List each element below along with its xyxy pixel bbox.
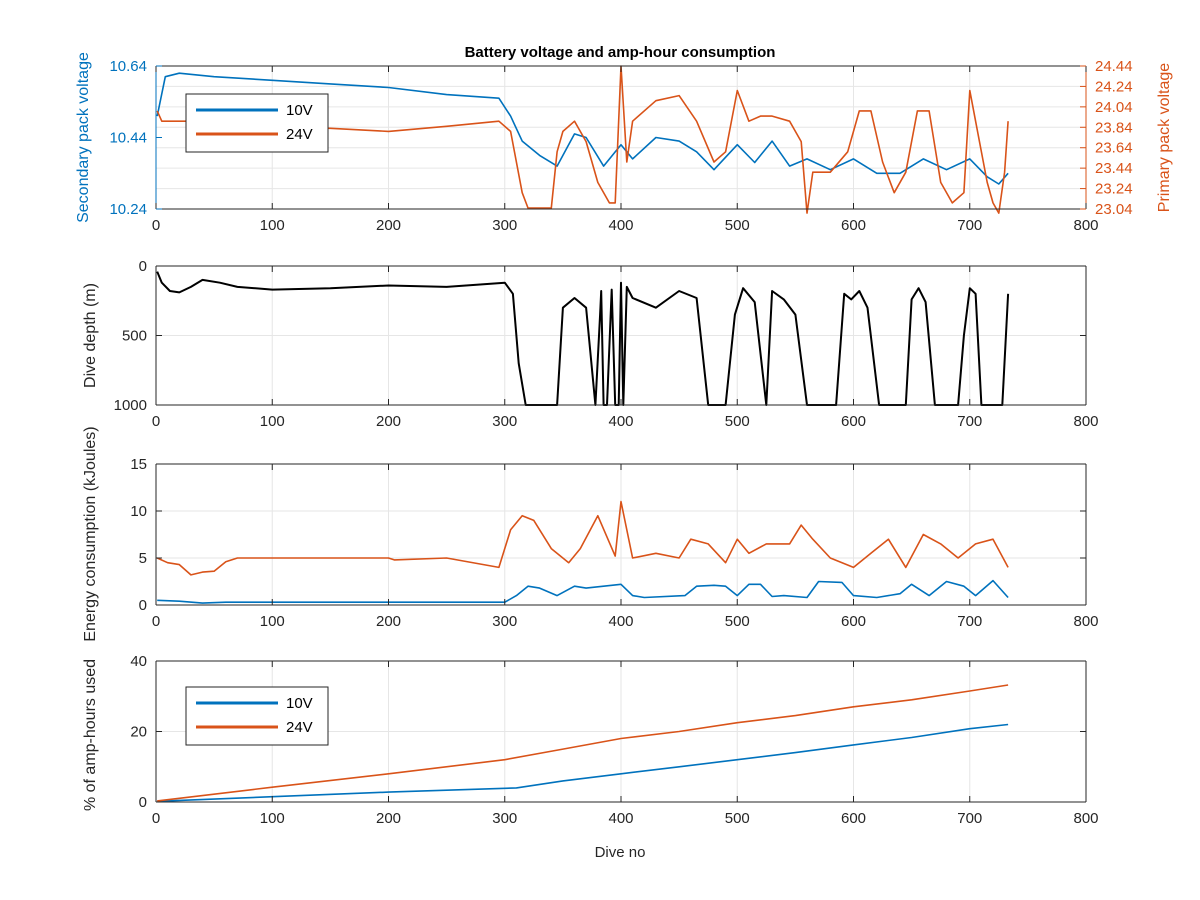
legend-label: 24V — [286, 719, 313, 736]
series-line-24V — [157, 684, 1009, 802]
series-line-series-1 — [156, 500, 1009, 576]
panel-3: 0 100 200 300 400 500 600 700 800 0 5 10 15 Energy co… — [82, 426, 1099, 641]
y2-tick-label: 23.04 — [1095, 201, 1133, 218]
y-tick-label: 500 — [122, 328, 147, 345]
x-tick-label: 700 — [957, 810, 982, 827]
x-tick-label: 0 — [152, 413, 160, 430]
x-tick-label: 400 — [608, 810, 633, 827]
y-axis-label: Dive depth (m) — [82, 283, 99, 388]
y-tick-label: 40 — [130, 653, 147, 670]
x-tick-label: 400 — [608, 217, 633, 234]
x-tick-label: 600 — [841, 810, 866, 827]
y-tick-label: 0 — [139, 794, 147, 811]
x-tick-label: 700 — [957, 613, 982, 630]
legend-label: 10V — [286, 695, 313, 712]
x-tick-label: 800 — [1073, 413, 1098, 430]
x-tick-label: 200 — [376, 613, 401, 630]
legend-label: 10V — [286, 102, 313, 119]
y-tick-label: 0 — [139, 597, 147, 614]
x-tick-label: 800 — [1073, 810, 1098, 827]
y-axis-label: Secondary pack voltage — [75, 52, 92, 223]
series-line-series-1 — [156, 271, 1010, 406]
x-tick-label: 200 — [376, 217, 401, 234]
x-tick-label: 800 — [1073, 217, 1098, 234]
legend-box — [185, 93, 329, 153]
y2-axis-label: Primary pack voltage — [1156, 63, 1173, 212]
x-tick-label: 500 — [725, 217, 750, 234]
y-tick-label: 15 — [130, 456, 147, 473]
y-axis-label: Energy consumption (kJoules) — [82, 426, 99, 641]
series-line-10V — [157, 723, 1009, 803]
y-tick-label: 0 — [139, 258, 147, 275]
x-tick-label: 700 — [957, 217, 982, 234]
y2-tick-label: 24.04 — [1095, 99, 1133, 116]
x-tick-label: 300 — [492, 217, 517, 234]
x-tick-label: 300 — [492, 413, 517, 430]
y2-tick-label: 23.64 — [1095, 140, 1133, 157]
y-tick-label: 20 — [130, 724, 147, 741]
panel-2: 0 100 200 300 400 500 600 700 800 0 500 1000 Dive de… — [82, 258, 1099, 430]
x-tick-label: 300 — [492, 810, 517, 827]
x-tick-label: 700 — [957, 413, 982, 430]
x-tick-label: 100 — [260, 217, 285, 234]
x-tick-label: 500 — [725, 613, 750, 630]
y-tick-label: 10.44 — [109, 130, 147, 147]
y2-tick-label: 23.44 — [1095, 160, 1133, 177]
legend-box — [185, 686, 329, 746]
y-tick-label: 5 — [139, 550, 147, 567]
x-tick-label: 600 — [841, 413, 866, 430]
y2-tick-label: 23.24 — [1095, 181, 1133, 198]
y-axis-label: % of amp-hours used — [82, 659, 99, 811]
x-tick-label: 500 — [725, 810, 750, 827]
y-tick-label: 10.24 — [109, 201, 147, 218]
y-tick-label: 10.64 — [109, 58, 147, 75]
chart-title: Battery voltage and amp-hour consumption — [465, 44, 776, 61]
x-tick-label: 800 — [1073, 613, 1098, 630]
x-tick-label: 0 — [152, 810, 160, 827]
x-tick-label: 400 — [608, 613, 633, 630]
x-tick-label: 300 — [492, 613, 517, 630]
panel-1: 0 100 200 300 400 500 600 700 800 10.24 10.44 10.64… — [75, 52, 1173, 234]
x-tick-label: 500 — [725, 413, 750, 430]
legend-label: 24V — [286, 126, 313, 143]
y2-tick-label: 23.84 — [1095, 119, 1133, 136]
y-tick-label: 1000 — [114, 397, 147, 414]
x-tick-label: 200 — [376, 810, 401, 827]
series-line-series-2 — [157, 579, 1009, 604]
y2-tick-label: 24.24 — [1095, 78, 1133, 95]
x-axis-label: Dive no — [595, 844, 646, 861]
series-line-10V — [156, 72, 1009, 185]
x-tick-label: 600 — [841, 613, 866, 630]
x-tick-label: 100 — [260, 810, 285, 827]
y-tick-label: 10 — [130, 503, 147, 520]
x-tick-label: 400 — [608, 413, 633, 430]
x-tick-label: 600 — [841, 217, 866, 234]
x-tick-label: 0 — [152, 613, 160, 630]
x-tick-label: 0 — [152, 217, 160, 234]
panel-4: 0 100 200 300 400 500 600 700 800 0 20 40 % of amp-h… — [82, 653, 1099, 827]
x-tick-label: 100 — [260, 413, 285, 430]
x-tick-label: 100 — [260, 613, 285, 630]
x-tick-label: 200 — [376, 413, 401, 430]
y2-tick-label: 24.44 — [1095, 58, 1133, 75]
series-line-24V — [156, 65, 1009, 214]
